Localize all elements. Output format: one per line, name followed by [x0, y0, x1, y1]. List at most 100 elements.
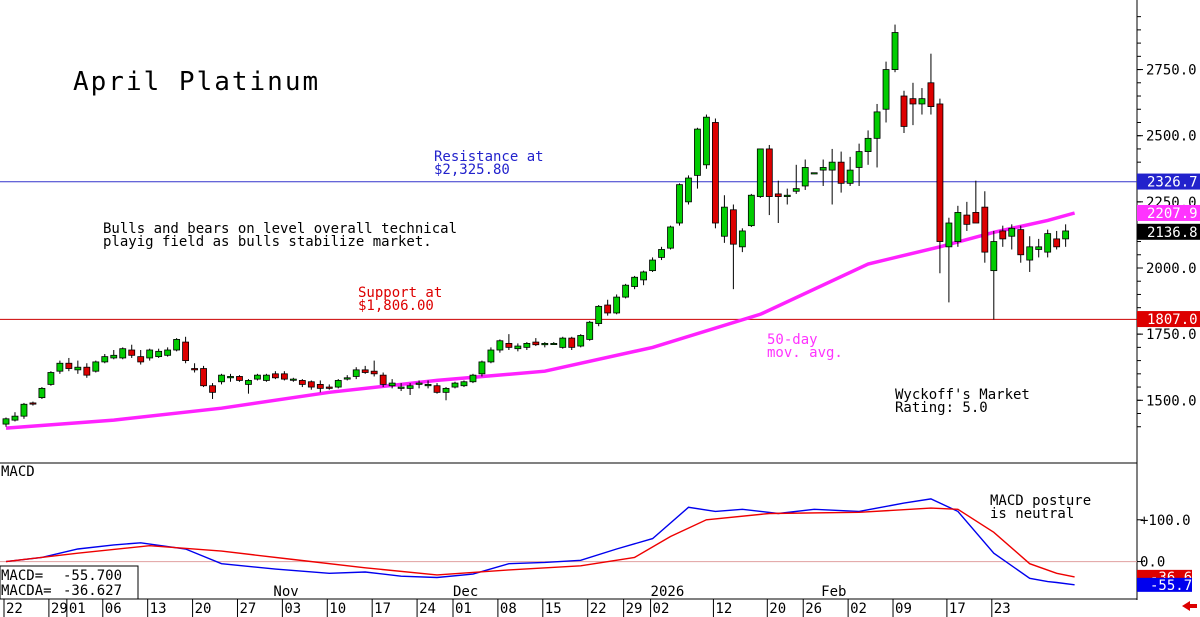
candle-up: [514, 345, 522, 350]
candle-down: [532, 341, 540, 346]
day-label: 02: [653, 601, 670, 617]
candle-down: [604, 304, 612, 314]
candle-up: [263, 374, 270, 381]
day-label: 15: [545, 601, 562, 617]
candle-up: [469, 374, 477, 383]
macd-lines: [5, 498, 1075, 586]
candle-up: [487, 349, 495, 363]
candle-down: [361, 369, 369, 373]
resistance-annotation-line-2: $2,325.80: [434, 162, 510, 178]
candle-up: [92, 361, 100, 372]
candle-up: [828, 161, 836, 171]
candle-up: [721, 206, 728, 237]
candle-down: [271, 373, 279, 379]
candle-up: [523, 342, 531, 348]
day-label: 22: [6, 601, 23, 617]
macd-tick-label: +100.0: [1140, 513, 1191, 529]
candle-up: [245, 380, 252, 385]
candle-up: [990, 241, 998, 272]
candle-up: [1026, 246, 1034, 261]
candle-down: [505, 342, 513, 348]
macd-markers: -36.6-55.7: [1137, 569, 1192, 594]
candle-up: [1062, 230, 1070, 240]
day-label: 20: [769, 601, 786, 617]
macd-annotation: MACD posture is neutral: [990, 493, 1100, 522]
price-tick-label: 1500.0: [1146, 393, 1197, 409]
day-label: 29: [626, 601, 643, 617]
candle-up: [1008, 227, 1016, 237]
candle-down: [837, 161, 845, 184]
rating-annotation: Wyckoff's Market Rating: 5.0: [895, 387, 1038, 416]
candle-up: [119, 348, 127, 359]
candle-up: [918, 98, 926, 105]
macd-readout-value: -55.700: [63, 568, 122, 584]
macd-marker-label: -55.7: [1150, 578, 1192, 594]
candle-down: [936, 103, 944, 242]
support-marker: [1137, 311, 1200, 328]
candle-up: [218, 374, 225, 383]
day-label: 01: [455, 601, 472, 617]
month-label: Dec: [453, 584, 478, 600]
left-arrow-icon[interactable]: [1182, 601, 1197, 611]
candle-up: [747, 194, 755, 227]
candle-up: [855, 151, 863, 168]
candle-down: [909, 98, 917, 105]
candle-up: [406, 385, 414, 389]
candle-up: [38, 387, 46, 399]
macda-readout-label: MACDA=: [1, 583, 52, 599]
candle-down: [236, 376, 243, 381]
candle-down: [999, 230, 1007, 240]
commentary-line-1: Bulls and bears on level overall technic…: [103, 221, 457, 237]
candle-up: [559, 337, 567, 348]
candle-up: [451, 382, 459, 388]
day-label: 17: [949, 601, 966, 617]
candle-up: [496, 340, 504, 351]
candle-down: [128, 349, 136, 356]
candle-up: [1035, 246, 1043, 250]
rating-line-1: Wyckoff's Market: [895, 387, 1030, 403]
resistance-annotation-line-1: Resistance at: [434, 149, 544, 165]
candle-up: [47, 372, 55, 385]
day-label: 27: [239, 601, 256, 617]
day-label: 08: [500, 601, 517, 617]
support-annotation-line-1: Support at: [358, 285, 442, 301]
candle-down: [200, 368, 207, 387]
candle-down: [191, 368, 198, 371]
commentary-line-2: playig field as bulls stabilize market.: [103, 234, 432, 250]
candle-up: [631, 276, 638, 287]
candle-up: [792, 188, 800, 192]
candle-down: [298, 380, 306, 385]
price-tick-label: 2000.0: [1146, 261, 1197, 277]
day-label: 06: [105, 601, 122, 617]
rating-line-2: Rating: 5.0: [895, 400, 988, 416]
ma-annotation-line-1: 50-day: [767, 332, 818, 348]
macd-marker: [1137, 577, 1192, 592]
candle-up: [101, 356, 109, 363]
candle-down: [65, 362, 73, 369]
macd-readout-label: MACD=: [1, 568, 43, 584]
candle-up: [801, 167, 809, 187]
ma-annotation: 50-day mov. avg.: [767, 332, 843, 361]
candle-down: [1053, 238, 1061, 248]
candle-up: [873, 111, 881, 139]
macd-axis: 0.0 +100.0: [1137, 513, 1191, 571]
candle-down: [316, 384, 324, 389]
candle-up: [595, 305, 603, 324]
candle-down: [307, 381, 315, 388]
day-label: 12: [715, 601, 732, 617]
candle-up: [110, 354, 118, 359]
support-annotation: Support at $1,806.00: [358, 285, 451, 314]
ma50-marker-label: 2207.9: [1147, 206, 1198, 222]
candle-up: [640, 271, 647, 281]
candle-up: [649, 259, 656, 272]
macd-annotation-line-2: is neutral: [990, 506, 1074, 522]
day-label: 29: [51, 601, 68, 617]
candle-up: [227, 376, 234, 379]
candle-up: [460, 381, 468, 387]
resistance-marker: [1137, 173, 1200, 190]
candle-down: [83, 366, 91, 376]
